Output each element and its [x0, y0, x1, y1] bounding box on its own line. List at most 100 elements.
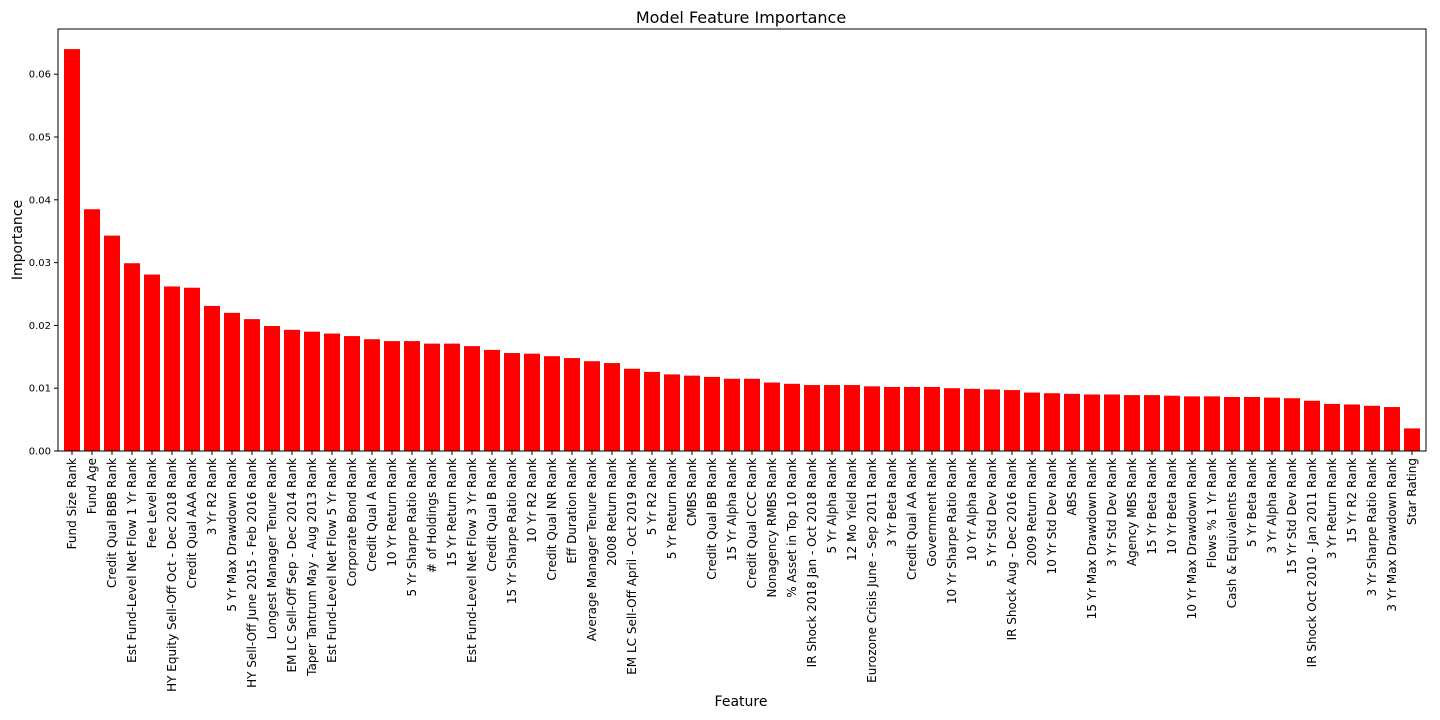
bar [684, 375, 700, 451]
bar [624, 368, 640, 451]
bar [1024, 392, 1040, 451]
x-tick-label: Credit Qual B Rank [485, 458, 499, 572]
y-axis-label: Importance [10, 200, 26, 280]
bar [1164, 395, 1180, 451]
x-tick-label: Est Fund-Level Net Flow 1 Yr Rank [125, 458, 139, 663]
bar [1084, 394, 1100, 451]
bar [844, 385, 860, 451]
x-tick-label: 15 Yr Std Dev Rank [1285, 458, 1299, 574]
x-tick-label: Est Fund-Level Net Flow 3 Yr Rank [465, 458, 479, 663]
x-tick-label: Credit Qual BB Rank [705, 458, 719, 580]
x-tick-label: Taper Tantrum May - Aug 2013 Rank [305, 458, 319, 677]
bar [284, 329, 300, 451]
x-tick-label: Longest Manager Tenure Rank [265, 458, 279, 639]
x-tick-label: 10 Yr Beta Rank [1165, 458, 1179, 555]
x-tick-label: Eurozone Crisis June - Sep 2011 Rank [865, 458, 879, 683]
x-tick-label: 3 Yr Max Drawdown Rank [1385, 458, 1399, 612]
y-tick-label: 0.02 [29, 321, 51, 332]
bar [744, 378, 760, 451]
bar [524, 353, 540, 451]
bar [1244, 396, 1260, 451]
plot-frame [57, 28, 1427, 452]
bar [1264, 397, 1280, 451]
bar [604, 363, 620, 451]
x-tick-label: 3 Yr Return Rank [1325, 458, 1339, 559]
x-tick-label: 5 Yr Std Dev Rank [985, 458, 999, 567]
x-tick-label: Star Rating [1405, 458, 1419, 525]
x-tick-label: 15 Yr Return Rank [445, 458, 459, 567]
x-tick-label: Agency MBS Rank [1125, 458, 1139, 566]
bar [324, 333, 340, 451]
x-tick-label: HY Equity Sell-Off Oct - Dec 2018 Rank [165, 458, 179, 692]
x-tick-label: Credit Qual A Rank [365, 458, 379, 572]
bar [864, 386, 880, 451]
bar [1004, 390, 1020, 451]
x-tick-label: Credit Qual AA Rank [905, 458, 919, 580]
bar [1224, 396, 1240, 451]
x-tick-label: 12 Mo Yield Rank [845, 458, 859, 561]
chart-title: Model Feature Importance [636, 8, 846, 27]
bar [264, 326, 280, 451]
y-tick-label: 0.03 [29, 258, 51, 269]
x-tick-label: EM LC Sell-Off Sep - Dec 2014 Rank [285, 458, 299, 672]
x-tick-label: 5 Yr R2 Rank [645, 458, 659, 535]
y-tick-label: 0.04 [29, 195, 51, 206]
bar [304, 331, 320, 451]
bar [104, 235, 120, 451]
x-tick-label: HY Sell-Off June 2015 - Feb 2016 Rank [245, 458, 259, 688]
bar [1204, 396, 1220, 451]
x-tick-label: Credit Qual CCC Rank [745, 458, 759, 588]
bar [124, 263, 140, 451]
x-tick-label: 5 Yr Sharpe Ratio Rank [405, 458, 419, 597]
x-tick-label: EM LC Sell-Off April - Oct 2019 Rank [625, 458, 639, 675]
bar [164, 286, 180, 451]
x-tick-label: 3 Yr R2 Rank [205, 458, 219, 535]
x-tick-label: 3 Yr Beta Rank [885, 458, 899, 547]
bar [964, 388, 980, 451]
x-tick-label: Flows % 1 Yr Rank [1205, 458, 1219, 568]
x-tick-label: Est Fund-Level Net Flow 5 Yr Rank [325, 458, 339, 663]
bar [544, 356, 560, 451]
bar [824, 385, 840, 451]
x-tick-label: 10 Yr Return Rank [385, 458, 399, 567]
bar [344, 336, 360, 451]
x-tick-label: Credit Qual AAA Rank [185, 458, 199, 589]
x-tick-label: 3 Yr Sharpe Ratio Rank [1365, 458, 1379, 597]
x-tick-label: IR Shock 2018 Jan - Oct 2018 Rank [805, 458, 819, 667]
x-tick-label: Average Manager Tenure Rank [585, 458, 599, 641]
bar [1144, 395, 1160, 451]
bar [924, 386, 940, 451]
bar [364, 339, 380, 451]
bar [1044, 393, 1060, 451]
x-tick-label: Fund Age [85, 458, 99, 514]
bar [84, 209, 100, 451]
y-tick-label: 0.00 [29, 447, 51, 458]
x-tick-label: 15 Yr R2 Rank [1345, 458, 1359, 543]
x-tick-label: ABS Rank [1065, 458, 1079, 516]
x-axis-label: Feature [715, 694, 768, 710]
x-tick-label: Government Rank [925, 458, 939, 567]
x-tick-label: Credit Qual NR Rank [545, 458, 559, 581]
x-tick-label: 2009 Return Rank [1025, 458, 1039, 566]
bar [444, 343, 460, 451]
bar [904, 386, 920, 451]
x-tick-label: 10 Yr Std Dev Rank [1045, 458, 1059, 574]
x-tick-label: Fee Level Rank [145, 458, 159, 548]
x-tick-label: 5 Yr Return Rank [665, 458, 679, 559]
x-tick-label: Corporate Bond Rank [345, 458, 359, 586]
x-tick-label: 10 Yr R2 Rank [525, 458, 539, 543]
x-tick-label: 15 Yr Alpha Rank [725, 458, 739, 561]
y-axis: 0.00 0.01 0.02 0.03 0.04 0.05 0.06 [29, 70, 58, 458]
bar [804, 385, 820, 451]
bar [784, 383, 800, 451]
bar [764, 382, 780, 451]
y-tick-label: 0.05 [29, 133, 51, 144]
bar [424, 343, 440, 451]
bar [1284, 398, 1300, 451]
x-tick-label: 15 Yr Sharpe Ratio Rank [505, 458, 519, 604]
x-tick-label: 10 Yr Alpha Rank [965, 458, 979, 561]
x-tick-label: 15 Yr Max Drawdown Rank [1085, 458, 1099, 619]
x-tick-label: 5 Yr Alpha Rank [825, 458, 839, 553]
x-tick-label: 5 Yr Beta Rank [1245, 458, 1259, 547]
